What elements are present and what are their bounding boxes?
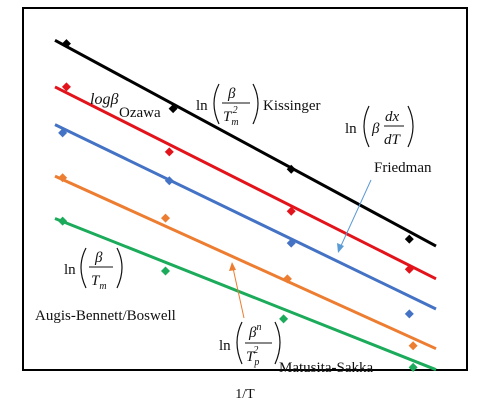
matusita-right-paren (274, 321, 281, 365)
kissinger-point-2 (168, 104, 178, 114)
kissinger-right-paren (252, 83, 259, 125)
matusita-left-paren (236, 321, 243, 365)
augis-bennett-boswell-point-3 (282, 274, 292, 284)
augis-right-paren (116, 247, 123, 289)
friedman-annotation: ln β dx dT Friedman (337, 105, 432, 253)
augis-left-paren (80, 247, 87, 289)
friedman-beta: β (371, 121, 380, 137)
friedman-denominator: dT (384, 132, 402, 148)
augis-ln: ln (64, 262, 76, 278)
ozawa-name: Ozawa (119, 105, 161, 121)
friedman-point-2 (164, 176, 174, 186)
augis-annotation: ln β Tm Augis-Bennett/Boswell (35, 247, 176, 324)
kissinger-point-3 (286, 164, 296, 174)
matusita-denominator: Tp2 (246, 345, 259, 368)
friedman-numerator: dx (385, 109, 400, 125)
matusita-arrow-head (229, 262, 236, 271)
augis-name: Augis-Bennett/Boswell (35, 308, 176, 324)
kissinger-denominator: Tm2 (223, 105, 239, 128)
friedman-point-1 (58, 128, 68, 138)
friedman-arrow-head (337, 243, 344, 253)
plot-frame (22, 7, 468, 371)
matusita-ln: ln (219, 338, 231, 354)
augis-denominator: Tm (91, 273, 107, 292)
friedman-fit-line (54, 123, 437, 311)
matusita-sakka-point-3 (279, 314, 289, 324)
friedman-right-paren (407, 105, 414, 148)
ozawa-point-4 (404, 264, 414, 274)
friedman-name: Friedman (374, 160, 432, 176)
matusita-sakka-point-1 (58, 216, 68, 226)
friedman-point-4 (404, 309, 414, 319)
augis-bennett-boswell-fit-line (54, 174, 437, 351)
ozawa-fit-line (54, 85, 437, 281)
matusita-arrow-line (232, 267, 245, 319)
augis-bennett-boswell-point-2 (160, 213, 170, 223)
kissinger-point-1 (61, 39, 71, 49)
ozawa-point-3 (286, 206, 296, 216)
ozawa-annotation: logβ Ozawa (90, 91, 161, 121)
friedman-arrow-line (339, 179, 372, 249)
kissinger-ln: ln (196, 98, 208, 114)
friedman-point-3 (286, 238, 296, 248)
kissinger-name: Kissinger (263, 98, 321, 114)
kissinger-fit-line (54, 39, 437, 248)
augis-bennett-boswell-point-4 (408, 341, 418, 351)
x-axis-label: 1/T (235, 387, 255, 402)
kissinger-left-paren (213, 83, 220, 125)
matusita-sakka-point-4 (408, 362, 418, 372)
matusita-sakka-fit-line (54, 217, 437, 372)
kissinger-annotation: ln β Tm2 Kissinger (196, 83, 321, 128)
ozawa-log-beta: logβ (90, 91, 118, 108)
friedman-ln: ln (345, 121, 357, 137)
kissinger-numerator: β (227, 86, 236, 102)
matusita-annotation: ln βn Tp2 Matusita-Sakka (219, 262, 373, 376)
kissinger-point-4 (404, 234, 414, 244)
ozawa-point-1 (61, 82, 71, 92)
matusita-sakka-point-2 (160, 266, 170, 276)
matusita-name: Matusita-Sakka (279, 360, 373, 376)
matusita-numerator: βn (248, 322, 261, 341)
friedman-left-paren (363, 105, 370, 148)
augis-numerator: β (94, 250, 103, 266)
augis-bennett-boswell-point-1 (58, 173, 68, 183)
ozawa-point-2 (164, 147, 174, 157)
